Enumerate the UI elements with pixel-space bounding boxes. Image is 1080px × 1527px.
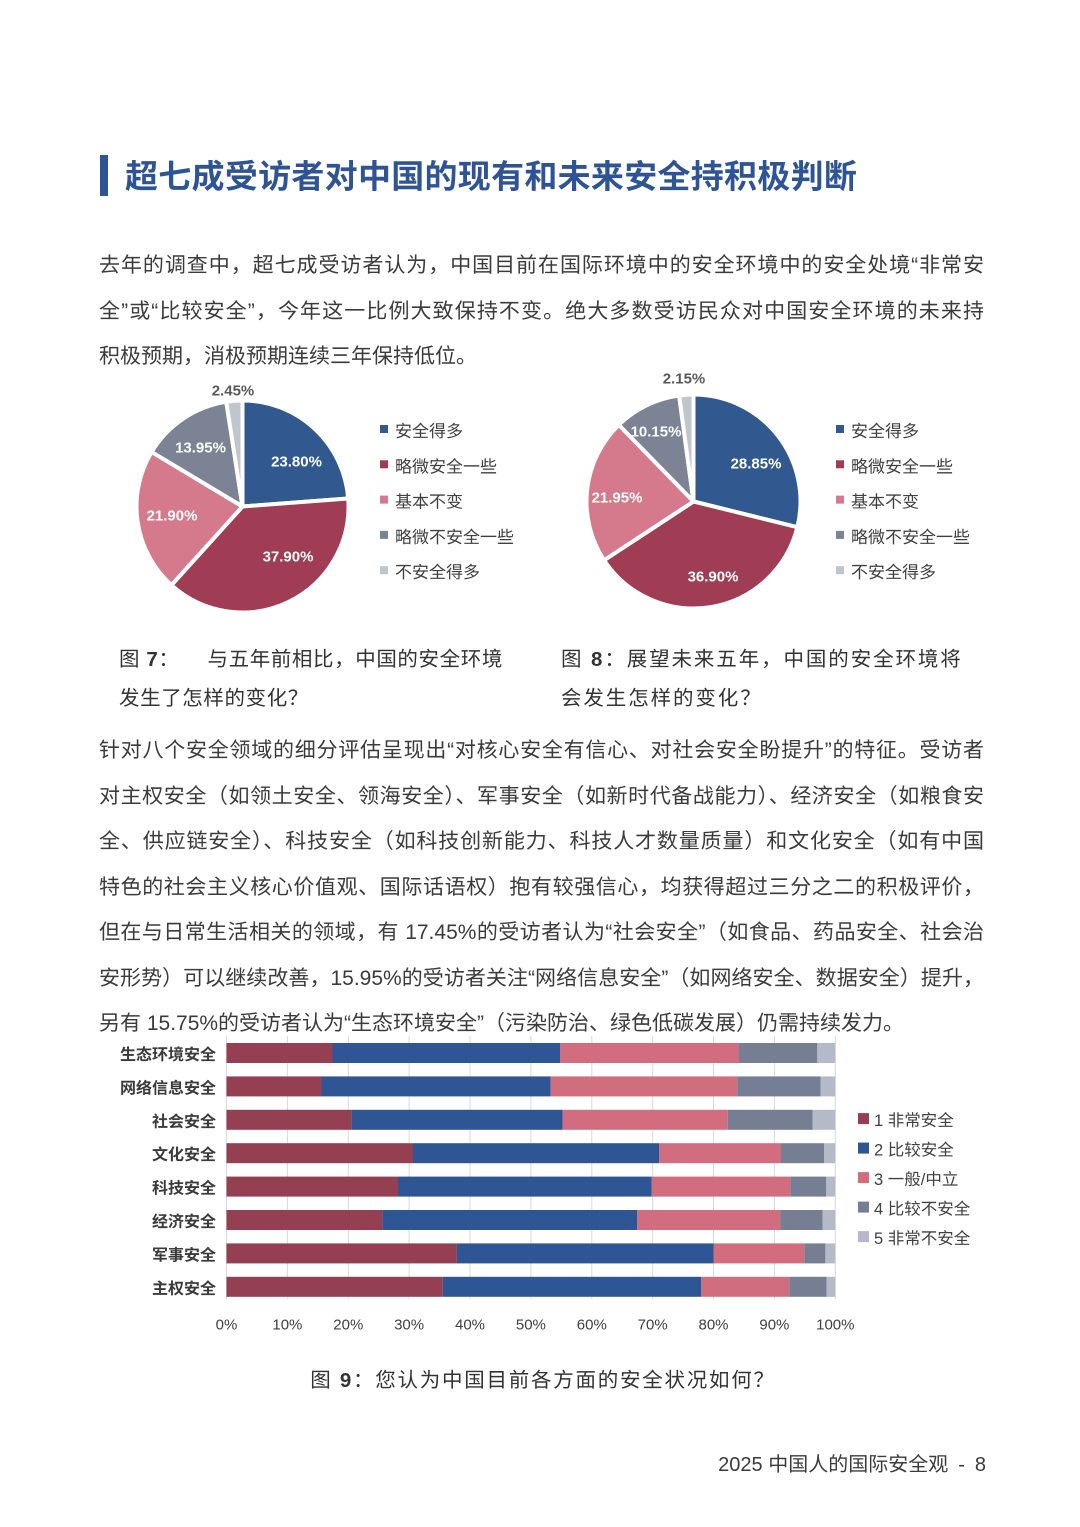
svg-text:20%: 20% <box>333 1314 363 1335</box>
svg-text:10%: 10% <box>272 1314 302 1335</box>
svg-text:0%: 0% <box>216 1314 238 1335</box>
svg-text:100%: 100% <box>816 1314 854 1335</box>
svg-text:社会安全: 社会安全 <box>152 1108 216 1132</box>
svg-text:50%: 50% <box>516 1314 546 1335</box>
svg-text:经济安全: 经济安全 <box>152 1208 216 1232</box>
svg-text:2.15%: 2.15% <box>663 368 706 389</box>
svg-text:基本不变: 基本不变 <box>395 488 463 513</box>
svg-text:3 一般/中立: 3 一般/中立 <box>874 1166 958 1190</box>
svg-text:网络信息安全: 网络信息安全 <box>120 1074 216 1098</box>
svg-text:不安全得多: 不安全得多 <box>395 558 480 583</box>
svg-text:40%: 40% <box>455 1314 485 1335</box>
svg-text:90%: 90% <box>759 1314 789 1335</box>
svg-text:生态环境安全: 生态环境安全 <box>120 1041 216 1065</box>
svg-text:60%: 60% <box>577 1314 607 1335</box>
svg-text:军事安全: 军事安全 <box>152 1241 216 1265</box>
svg-text:略微安全一些: 略微安全一些 <box>851 452 953 477</box>
svg-text:基本不变: 基本不变 <box>851 488 919 513</box>
svg-text:5 非常不安全: 5 非常不安全 <box>874 1225 971 1249</box>
svg-text:13.95%: 13.95% <box>175 437 226 458</box>
svg-text:37.90%: 37.90% <box>263 546 314 567</box>
svg-text:10.15%: 10.15% <box>631 421 682 442</box>
svg-text:安全得多: 安全得多 <box>395 417 463 442</box>
svg-text:略微不安全一些: 略微不安全一些 <box>395 523 514 548</box>
svg-text:28.85%: 28.85% <box>731 453 782 474</box>
svg-text:1 非常安全: 1 非常安全 <box>874 1107 954 1131</box>
svg-text:安全得多: 安全得多 <box>851 417 919 442</box>
svg-text:主权安全: 主权安全 <box>152 1275 216 1299</box>
svg-text:2.45%: 2.45% <box>212 380 255 401</box>
svg-text:不安全得多: 不安全得多 <box>851 558 936 583</box>
svg-text:80%: 80% <box>698 1314 728 1335</box>
svg-text:略微不安全一些: 略微不安全一些 <box>851 523 970 548</box>
svg-text:科技安全: 科技安全 <box>152 1175 216 1199</box>
svg-text:70%: 70% <box>638 1314 668 1335</box>
svg-text:2 比较安全: 2 比较安全 <box>874 1137 954 1161</box>
svg-text:23.80%: 23.80% <box>271 451 322 472</box>
svg-text:36.90%: 36.90% <box>688 566 739 587</box>
svg-text:4 比较不安全: 4 比较不安全 <box>874 1196 971 1220</box>
svg-text:文化安全: 文化安全 <box>152 1141 216 1165</box>
svg-text:21.95%: 21.95% <box>592 487 643 508</box>
svg-text:21.90%: 21.90% <box>147 505 198 526</box>
svg-text:30%: 30% <box>394 1314 424 1335</box>
svg-text:略微安全一些: 略微安全一些 <box>395 452 497 477</box>
